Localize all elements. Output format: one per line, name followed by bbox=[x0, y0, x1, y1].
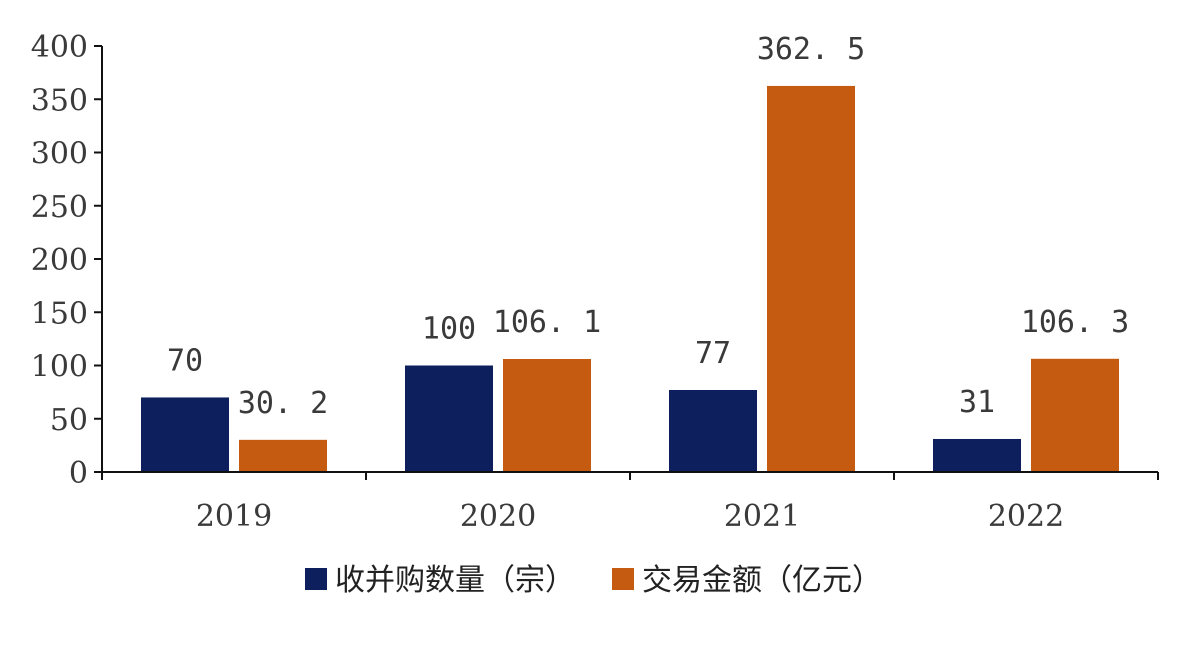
y-tick-label: 200 bbox=[31, 243, 88, 278]
x-tick-label: 2021 bbox=[724, 499, 800, 534]
y-axis-ticks: 0 50 100 150 200 250 300 350 400 bbox=[31, 30, 102, 491]
y-tick-label: 0 bbox=[69, 456, 88, 491]
data-label-amount-2019: 30. 2 bbox=[238, 386, 328, 421]
bars bbox=[141, 85, 1119, 472]
bar-count-2019 bbox=[141, 397, 229, 472]
data-label-count-2021: 77 bbox=[695, 336, 731, 371]
y-tick-label: 250 bbox=[31, 190, 88, 225]
y-tick-label: 350 bbox=[31, 83, 88, 118]
y-tick-label: 50 bbox=[50, 403, 88, 438]
legend: 收并购数量（宗） 交易金额（亿元） bbox=[305, 563, 882, 598]
bar-amount-2020 bbox=[503, 359, 591, 472]
data-label-amount-2022: 106. 3 bbox=[1021, 305, 1129, 340]
legend-swatch-count bbox=[305, 568, 327, 590]
y-tick-label: 100 bbox=[31, 350, 88, 385]
y-tick-label: 400 bbox=[31, 30, 88, 65]
y-tick-label: 300 bbox=[31, 137, 88, 172]
data-label-amount-2020: 106. 1 bbox=[493, 305, 601, 340]
bar-amount-2019 bbox=[239, 439, 327, 472]
y-tick-label: 150 bbox=[31, 296, 88, 331]
data-label-count-2020: 100 bbox=[422, 312, 476, 347]
bar-count-2020 bbox=[405, 365, 493, 472]
x-tick-label: 2019 bbox=[196, 499, 272, 534]
data-label-count-2022: 31 bbox=[959, 385, 995, 420]
legend-label-count: 收并购数量（宗） bbox=[335, 563, 575, 598]
legend-label-amount: 交易金额（亿元） bbox=[642, 563, 882, 598]
legend-swatch-amount bbox=[612, 568, 634, 590]
x-tick-label: 2020 bbox=[460, 499, 536, 534]
bar-count-2022 bbox=[933, 438, 1021, 472]
bar-count-2021 bbox=[669, 389, 757, 472]
bar-amount-2022 bbox=[1031, 358, 1119, 472]
data-labels: 70 30. 2 100 106. 1 77 362. 5 31 106. 3 bbox=[167, 32, 1129, 421]
data-label-count-2019: 70 bbox=[167, 343, 203, 378]
x-tick-label: 2022 bbox=[988, 499, 1064, 534]
bar-amount-2021 bbox=[767, 85, 855, 472]
x-axis-ticks: 2019 2020 2021 2022 bbox=[101, 472, 1159, 534]
data-label-amount-2021: 362. 5 bbox=[757, 32, 865, 67]
